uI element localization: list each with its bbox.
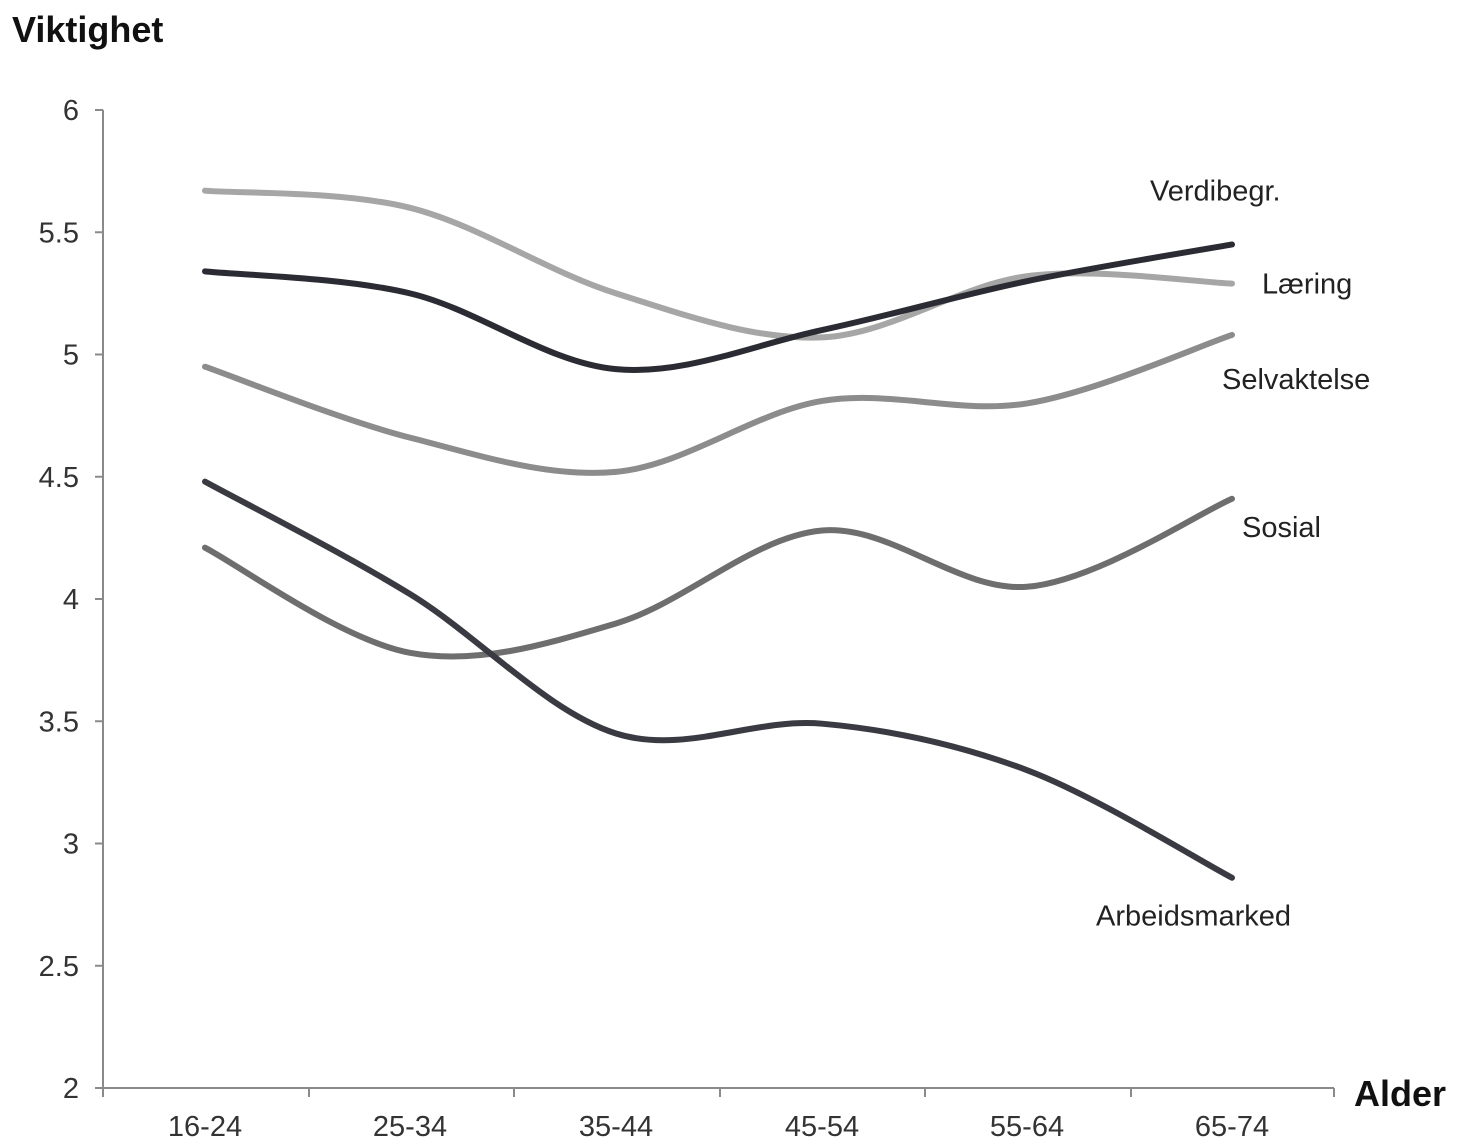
series-line-verdibegr <box>202 241 1235 373</box>
y-tick-label: 4.5 <box>39 462 79 494</box>
axes: 2 2.5 3 3.5 4 4.5 5 5.5 6 16-24 25-34 35-44 45-54 55-… <box>39 95 1335 1141</box>
series-label-arbeidsmarked: Arbeidsmarked <box>1096 901 1291 933</box>
series-line-l-ring <box>202 187 1235 341</box>
x-tick-label: 35-44 <box>579 1111 653 1141</box>
x-axis-title: Alder <box>1354 1073 1446 1114</box>
y-tick-label: 3.5 <box>39 706 79 738</box>
y-tick-label: 5 <box>63 340 79 372</box>
x-tick-label: 16-24 <box>168 1111 242 1141</box>
x-tick-label: 55-64 <box>990 1111 1064 1141</box>
y-tick-label: 6 <box>63 95 79 127</box>
series-labels: Læring Verdibegr. Selvaktelse Sosial Arbeids… <box>1096 175 1370 932</box>
y-tick-label: 2 <box>63 1073 79 1105</box>
x-tick-label: 65-74 <box>1195 1111 1269 1141</box>
y-axis-title: Viktighet <box>12 9 163 50</box>
y-tick-label: 5.5 <box>39 217 79 249</box>
y-tick-label: 3 <box>63 829 79 861</box>
series-lines <box>202 187 1235 881</box>
series-line-selvaktelse <box>202 331 1235 476</box>
y-tick-label: 4 <box>63 584 79 616</box>
series-label-selvaktelse: Selvaktelse <box>1222 364 1370 396</box>
series-label-l-ring: Læring <box>1262 269 1352 301</box>
series-label-verdibegr: Verdibegr. <box>1150 175 1281 207</box>
x-tick-label: 45-54 <box>785 1111 859 1141</box>
x-tick-label: 25-34 <box>373 1111 447 1141</box>
series-line-arbeidsmarked <box>202 478 1235 881</box>
y-tick-label: 2.5 <box>39 951 79 983</box>
series-line-sosial <box>202 495 1235 660</box>
series-label-sosial: Sosial <box>1242 512 1321 544</box>
